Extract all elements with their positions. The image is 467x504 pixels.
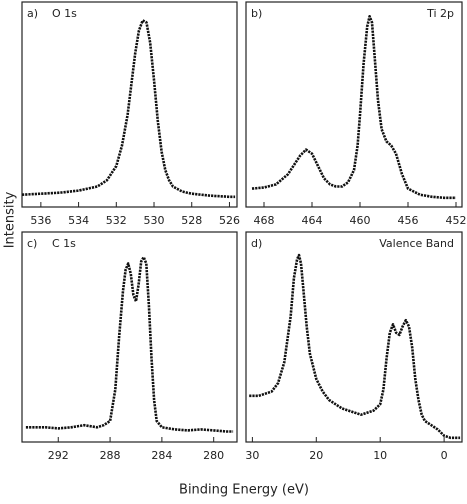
x-tick-label: 288 (100, 449, 121, 462)
x-tick-label: 460 (350, 214, 371, 227)
data-line (25, 255, 234, 433)
panel-title: Valence Band (379, 237, 454, 250)
x-tick-label: 468 (254, 214, 275, 227)
x-tick-label: 532 (106, 214, 127, 227)
panel-frame (21, 1, 238, 208)
x-tick-label: 530 (144, 214, 165, 227)
x-tick-label: 284 (151, 449, 172, 462)
panel-title: O 1s (52, 7, 77, 20)
panel-title: Ti 2p (426, 7, 454, 20)
panel-label: b) (251, 7, 262, 20)
data-line (251, 15, 456, 200)
x-tick-label: 534 (68, 214, 89, 227)
panel-label: d) (251, 237, 262, 250)
x-tick-label: 536 (30, 214, 51, 227)
x-tick-label: 456 (398, 214, 419, 227)
data-line (21, 19, 236, 199)
panel-frame (245, 1, 463, 208)
panel-label: c) (27, 237, 37, 250)
y-axis-label: Intensity (3, 191, 18, 248)
panel-frame (21, 231, 238, 443)
x-tick-label: 452 (446, 214, 467, 227)
x-tick-label: 0 (441, 449, 448, 462)
panel-title: C 1s (52, 237, 76, 250)
x-tick-label: 526 (219, 214, 240, 227)
x-tick-label: 20 (309, 449, 323, 462)
x-axis-label: Binding Energy (eV) (179, 483, 309, 498)
x-tick-label: 280 (203, 449, 224, 462)
x-tick-label: 10 (373, 449, 387, 462)
panel-frame (245, 231, 463, 443)
x-tick-label: 30 (245, 449, 259, 462)
data-line (249, 253, 461, 440)
x-tick-label: 292 (48, 449, 69, 462)
x-tick-label: 464 (302, 214, 323, 227)
panel-label: a) (27, 7, 38, 20)
x-tick-label: 528 (181, 214, 202, 227)
